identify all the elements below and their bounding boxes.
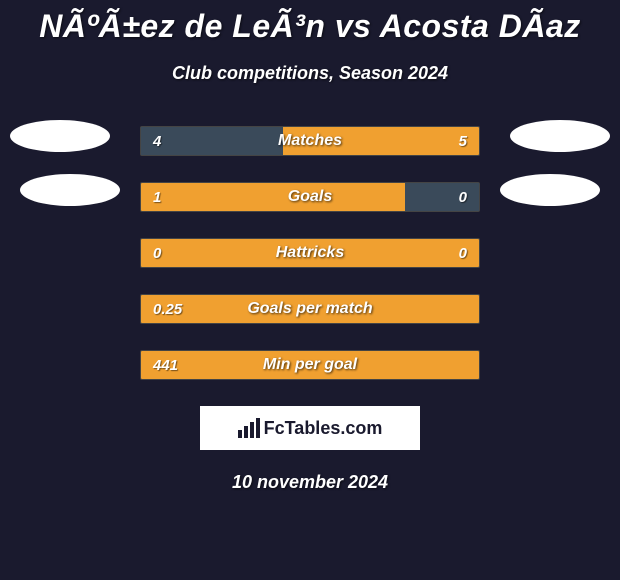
date-text: 10 november 2024 <box>0 472 620 493</box>
stat-bar: 4 Matches 5 <box>140 126 480 156</box>
stat-row: 1 Goals 0 <box>0 182 620 212</box>
stat-row: 0.25 Goals per match <box>0 294 620 324</box>
stat-label: Min per goal <box>141 356 479 374</box>
stat-row: 0 Hattricks 0 <box>0 238 620 268</box>
stat-row: 4 Matches 5 <box>0 126 620 156</box>
stat-row: 441 Min per goal <box>0 350 620 380</box>
stats-block: 4 Matches 5 1 Goals 0 0 Hattricks 0 <box>0 126 620 380</box>
stat-value-right: 0 <box>459 189 467 206</box>
stat-label: Goals <box>141 188 479 206</box>
stat-bar: 0 Hattricks 0 <box>140 238 480 268</box>
stat-value-right: 5 <box>459 133 467 150</box>
stat-label: Goals per match <box>141 300 479 318</box>
brand-text: FcTables.com <box>264 418 383 439</box>
stat-label: Matches <box>141 132 479 150</box>
page-subtitle: Club competitions, Season 2024 <box>0 63 620 84</box>
comparison-card: NÃºÃ±ez de LeÃ³n vs Acosta DÃ­az Club co… <box>0 0 620 493</box>
stat-label: Hattricks <box>141 244 479 262</box>
stat-bar: 1 Goals 0 <box>140 182 480 212</box>
brand-badge: FcTables.com <box>200 406 420 450</box>
stat-bar: 441 Min per goal <box>140 350 480 380</box>
chart-icon <box>238 418 260 438</box>
stat-bar: 0.25 Goals per match <box>140 294 480 324</box>
page-title: NÃºÃ±ez de LeÃ³n vs Acosta DÃ­az <box>0 8 620 45</box>
stat-value-right: 0 <box>459 245 467 262</box>
